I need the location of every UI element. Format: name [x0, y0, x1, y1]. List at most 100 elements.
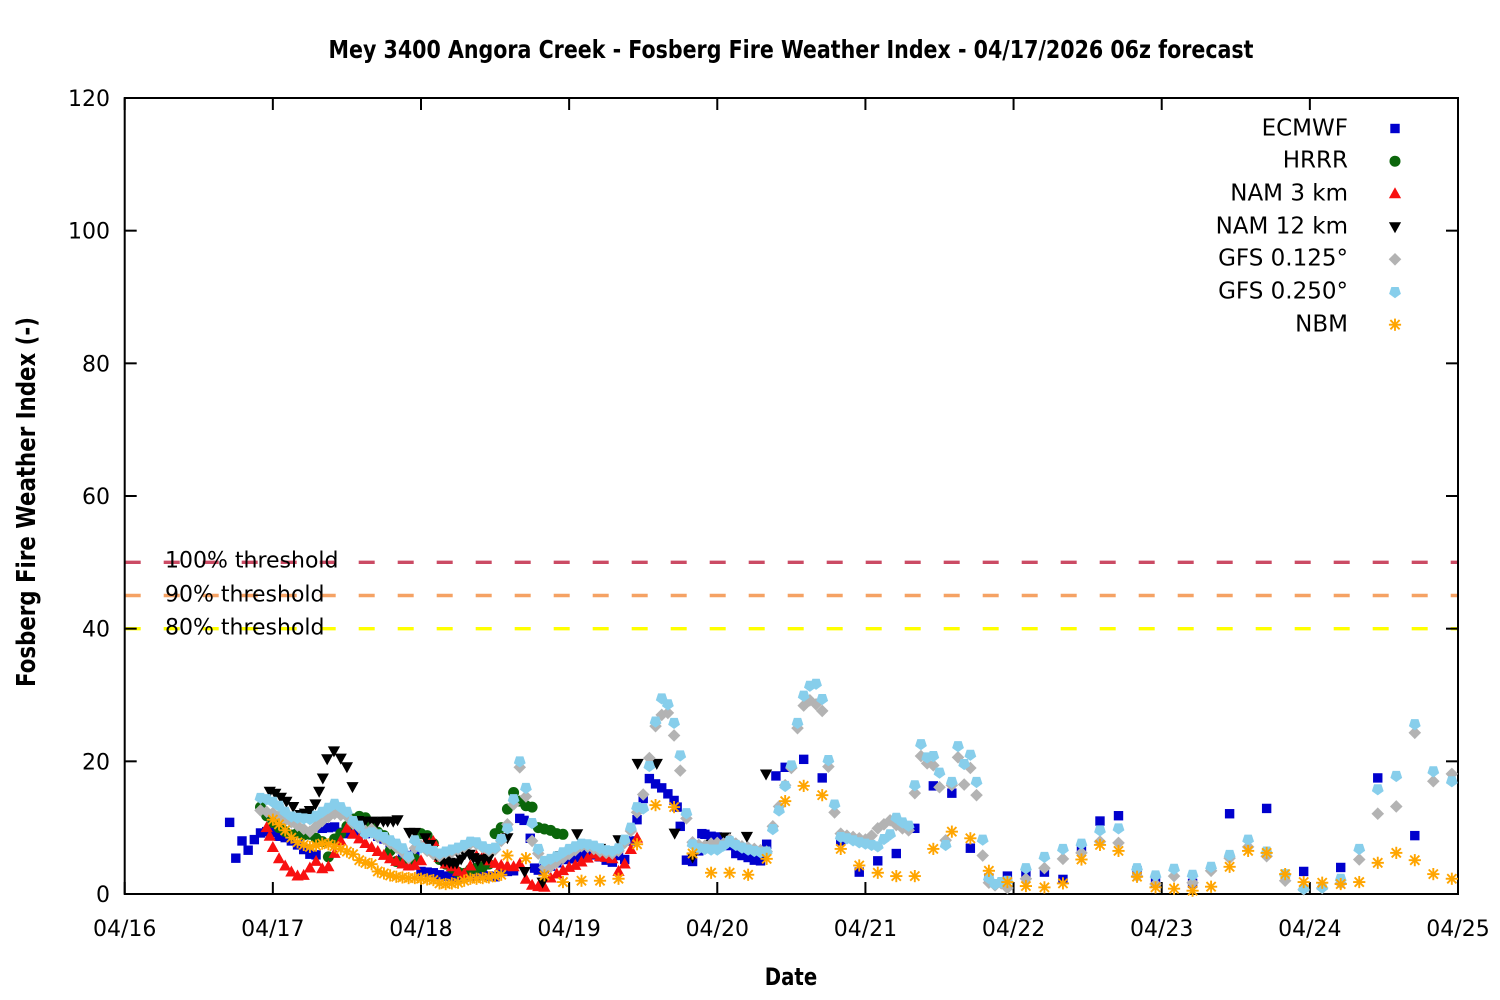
data-point-marker	[520, 782, 532, 795]
asterisk-stroke	[372, 866, 384, 877]
data-point-marker	[817, 773, 827, 783]
data-point-marker	[1204, 880, 1218, 893]
legend-marker-gfs-0-250-	[1389, 287, 1401, 299]
asterisk-stroke	[557, 876, 569, 888]
data-point-marker	[933, 767, 946, 779]
data-point-marker	[303, 861, 316, 873]
data-point-marker	[822, 760, 835, 773]
data-point-marker	[964, 749, 977, 761]
data-point-marker	[274, 831, 284, 841]
asterisk-stroke	[1039, 882, 1050, 893]
data-point-marker	[1445, 872, 1458, 885]
data-point-marker	[965, 843, 976, 853]
data-point-marker	[706, 831, 716, 841]
data-point-marker	[771, 771, 781, 781]
asterisk-stroke	[495, 869, 507, 881]
x-tick-label: 04/16	[93, 917, 156, 942]
data-point-marker	[274, 792, 287, 804]
data-point-marker	[908, 869, 921, 883]
data-point-marker	[422, 867, 432, 877]
data-point-marker	[556, 875, 570, 889]
data-point-marker	[538, 880, 551, 892]
asterisk-stroke	[520, 852, 532, 864]
legend-marker-nam-12-km	[1388, 222, 1402, 234]
data-point-marker	[1095, 816, 1105, 826]
data-point-marker	[822, 755, 835, 767]
asterisk-stroke	[1205, 881, 1217, 892]
data-point-marker	[1167, 869, 1181, 883]
data-point-marker	[340, 821, 354, 833]
legend-label-ecmwf: ECMWF	[1261, 114, 1348, 141]
data-point-marker	[346, 782, 359, 794]
threshold-lines	[124, 560, 1458, 631]
data-point-marker	[327, 746, 341, 758]
data-point-marker	[828, 806, 841, 819]
data-point-marker	[957, 778, 971, 791]
threshold-label-100: 100% threshold	[165, 548, 339, 574]
data-point-marker	[434, 870, 445, 880]
asterisk-stroke	[1020, 880, 1032, 892]
data-point-marker	[1260, 846, 1273, 859]
asterisk-stroke	[1335, 878, 1346, 890]
data-point-marker	[773, 805, 785, 817]
data-point-marker	[322, 810, 335, 824]
series-gfs-0-250-	[254, 678, 1458, 895]
data-point-marker	[630, 838, 644, 851]
asterisk-stroke	[1242, 845, 1254, 857]
data-point-marker	[1298, 866, 1309, 877]
data-point-marker	[495, 868, 508, 881]
data-point-marker	[853, 859, 866, 872]
data-point-marker	[1223, 860, 1236, 873]
asterisk-stroke	[891, 870, 902, 882]
asterisk-stroke	[1131, 871, 1143, 883]
data-point-marker	[1279, 868, 1292, 881]
data-point-marker	[581, 851, 594, 863]
data-point-marker	[700, 829, 710, 839]
data-point-marker	[402, 851, 415, 863]
data-point-marker	[650, 758, 663, 770]
data-point-marker	[303, 806, 316, 818]
data-point-marker	[533, 865, 543, 875]
data-point-marker	[365, 840, 378, 852]
data-point-marker	[731, 848, 741, 859]
data-point-marker	[815, 704, 829, 718]
data-point-marker	[705, 866, 718, 879]
asterisk-stroke	[928, 843, 939, 855]
asterisk-stroke	[946, 826, 958, 837]
data-point-marker	[316, 773, 329, 785]
asterisk-stroke	[539, 870, 550, 881]
asterisk-stroke	[1409, 854, 1421, 866]
axes: 04/16 04/17 04/18 04/19 04/20 04/21 04/22 04/23…	[68, 87, 1490, 942]
legend-label-nam-3-km: NAM 3 km	[1230, 180, 1348, 207]
data-point-marker	[321, 754, 334, 766]
asterisk-stroke	[1168, 883, 1180, 894]
data-point-marker	[353, 832, 366, 844]
data-point-marker	[947, 788, 957, 798]
data-point-marker	[674, 750, 687, 762]
y-tick-label: 0	[96, 883, 110, 908]
data-point-marker	[675, 821, 685, 832]
data-point-marker	[759, 769, 773, 781]
data-point-marker	[667, 801, 681, 814]
x-tick-label: 04/19	[537, 917, 600, 942]
data-point-marker	[1186, 884, 1199, 897]
data-point-marker	[305, 849, 315, 859]
data-point-marker	[532, 843, 545, 856]
asterisk-stroke	[594, 875, 606, 887]
data-point-marker	[1038, 851, 1051, 864]
data-point-marker	[342, 828, 352, 839]
x-tick-label: 04/22	[982, 917, 1045, 942]
legend-label-nam-12-km: NAM 12 km	[1215, 213, 1348, 240]
data-point-marker	[976, 834, 989, 846]
data-point-marker	[649, 799, 662, 812]
asterisk-stroke	[489, 870, 501, 882]
data-point-marker	[1297, 875, 1310, 889]
legend-marker-hrrr	[1389, 155, 1401, 167]
data-point-marker	[279, 859, 292, 871]
asterisk-stroke	[267, 814, 279, 825]
data-point-marker	[742, 868, 755, 881]
data-point-marker	[280, 832, 290, 843]
data-point-marker	[519, 790, 533, 803]
data-point-marker	[224, 817, 235, 828]
data-point-marker	[1261, 803, 1272, 814]
